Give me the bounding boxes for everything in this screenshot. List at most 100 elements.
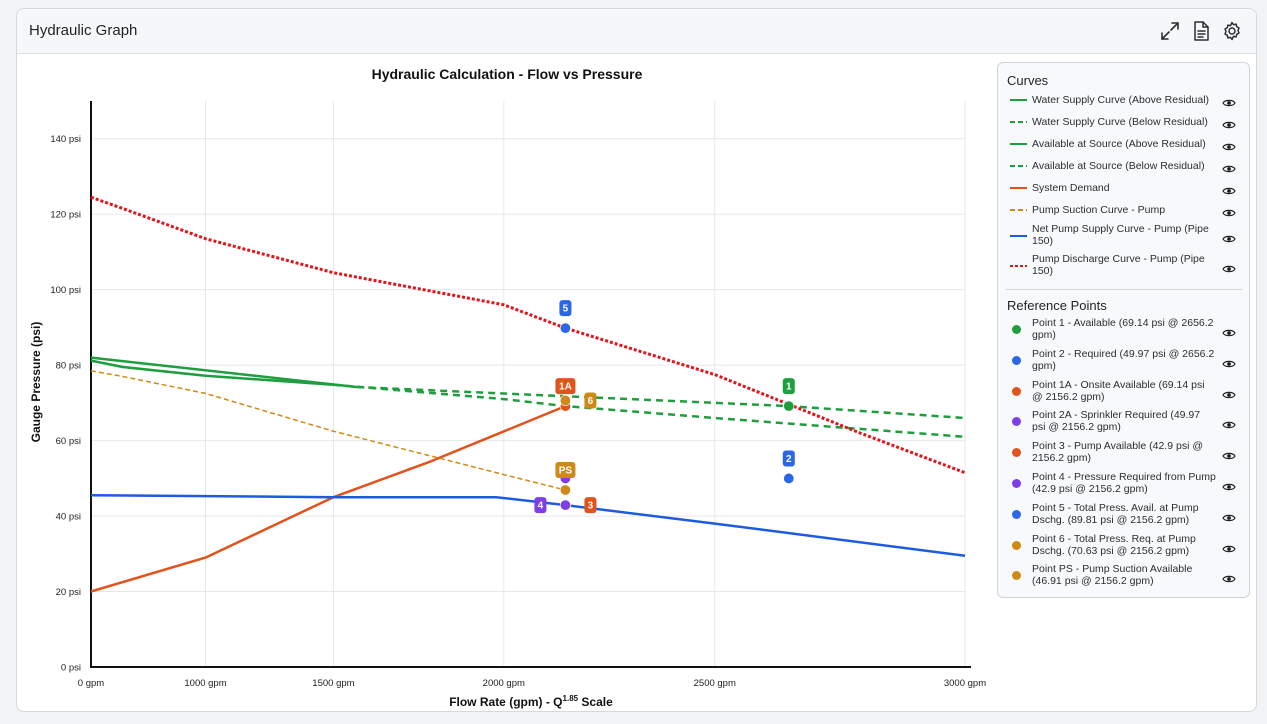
x-axis-label-exponent: 1.85: [563, 694, 579, 703]
point-1a-badge: [555, 378, 576, 395]
y-tick-label: 120 psi: [50, 210, 81, 221]
eye-icon[interactable]: [1222, 356, 1236, 368]
point-6-dot: [559, 394, 571, 406]
legend-point-item[interactable]: Point 6 - Total Press. Req. at Pump Dsch…: [1006, 533, 1242, 559]
legend-point-item[interactable]: Point 1A - Onsite Available (69.14 psi @…: [1006, 379, 1242, 405]
point-5-dot: [559, 322, 571, 334]
legend-point-label: Point 2 - Required (49.97 psi @ 2656.2 g…: [1032, 347, 1215, 372]
x-axis-label-main: Flow Rate (gpm) - Q: [449, 695, 562, 709]
eye-icon[interactable]: [1222, 139, 1236, 151]
x-tick-label: 3000 gpm: [944, 678, 986, 689]
legend-curve-label: Pump Suction Curve - Pump: [1032, 204, 1166, 216]
legend-point-dot: [1012, 479, 1021, 488]
legend-curve-label: Available at Source (Above Residual): [1032, 138, 1206, 150]
legend-panel: Curves Water Supply Curve (Above Residua…: [997, 62, 1250, 598]
legend-curve-item[interactable]: Water Supply Curve (Above Residual): [1006, 93, 1242, 107]
point-2-badge: [782, 450, 795, 467]
legend-line-swatch: [1010, 187, 1027, 189]
eye-icon[interactable]: [1222, 325, 1236, 337]
legend-point-item[interactable]: Point 2 - Required (49.97 psi @ 2656.2 g…: [1006, 348, 1242, 374]
point-2-label: 2: [786, 454, 792, 465]
eye-icon[interactable]: [1222, 510, 1236, 522]
legend-line-swatch: [1010, 235, 1027, 237]
legend-point-label: Point PS - Pump Suction Available (46.91…: [1032, 563, 1193, 588]
y-tick-label: 60 psi: [56, 436, 81, 447]
legend-curve-item[interactable]: Available at Source (Above Residual): [1006, 137, 1242, 151]
legend-line-swatch: [1010, 143, 1027, 145]
legend-line-swatch: [1010, 99, 1027, 101]
point-5-label: 5: [563, 304, 569, 315]
legend-point-label: Point 5 - Total Press. Avail. at Pump Ds…: [1032, 501, 1199, 526]
point-4-badge: [534, 497, 547, 514]
legend-curve-item[interactable]: System Demand: [1006, 181, 1242, 195]
legend-point-label: Point 6 - Total Press. Req. at Pump Dsch…: [1032, 532, 1196, 557]
y-tick-label: 0 psi: [61, 663, 81, 674]
eye-icon[interactable]: [1222, 95, 1236, 107]
curves-heading: Curves: [1007, 73, 1049, 88]
eye-icon[interactable]: [1222, 571, 1236, 583]
legend-curve-item[interactable]: Pump Discharge Curve - Pump (Pipe 150): [1006, 253, 1242, 279]
point-ps-dot: [559, 484, 571, 496]
legend-point-dot: [1012, 355, 1021, 365]
eye-icon[interactable]: [1222, 541, 1236, 552]
legend-line-swatch: [1010, 165, 1027, 167]
legend-curve-item[interactable]: Pump Suction Curve - Pump: [1006, 203, 1242, 217]
eye-icon[interactable]: [1222, 231, 1236, 243]
point-2-dot: [783, 472, 795, 484]
legend-point-item[interactable]: Point 2A - Sprinkler Required (49.97 psi…: [1006, 409, 1242, 435]
gear-icon[interactable]: [1221, 20, 1243, 42]
eye-icon[interactable]: [1222, 183, 1236, 195]
x-tick-label: 1500 gpm: [312, 678, 354, 689]
hydraulic-chart: Hydraulic Calculation - Flow vs Pressure…: [29, 66, 986, 709]
series-available-at-source-below-residual: [333, 383, 966, 439]
chart-title: Hydraulic Calculation - Flow vs Pressure: [372, 66, 643, 82]
series-pump-discharge-curve-pump-pipe-150: [90, 195, 966, 475]
document-icon[interactable]: [1190, 20, 1212, 42]
expand-icon[interactable]: [1159, 20, 1181, 42]
legend-point-dot: [1012, 386, 1021, 396]
y-tick-label: 20 psi: [56, 587, 81, 598]
eye-icon[interactable]: [1222, 387, 1236, 398]
eye-icon[interactable]: [1222, 205, 1236, 217]
point-1a-label: 1A: [559, 382, 572, 393]
legend-point-dot: [1012, 509, 1021, 519]
legend-point-label: Point 1A - Onsite Available (69.14 psi @…: [1032, 378, 1205, 403]
point-4-label: 4: [538, 501, 544, 512]
legend-curve-item[interactable]: Water Supply Curve (Below Residual): [1006, 115, 1242, 129]
eye-icon[interactable]: [1222, 117, 1236, 129]
legend-point-item[interactable]: Point 4 - Pressure Required from Pump (4…: [1006, 471, 1242, 497]
legend-curve-label: Pump Discharge Curve - Pump (Pipe 150): [1032, 253, 1205, 277]
legend-divider: [1006, 289, 1242, 290]
legend-point-item[interactable]: Point 3 - Pump Available (42.9 psi @ 215…: [1006, 440, 1242, 466]
eye-icon[interactable]: [1222, 479, 1236, 491]
reference-points-heading: Reference Points: [1007, 298, 1107, 313]
eye-icon[interactable]: [1222, 161, 1236, 173]
legend-curve-item[interactable]: Net Pump Supply Curve - Pump (Pipe 150): [1006, 223, 1242, 249]
legend-point-item[interactable]: Point 5 - Total Press. Avail. at Pump Ds…: [1006, 502, 1242, 528]
y-tick-label: 40 psi: [56, 512, 81, 523]
series-pump-suction-curve-pump: [90, 370, 566, 491]
legend-curve-label: Water Supply Curve (Above Residual): [1032, 94, 1210, 106]
point-ps-badge: [555, 461, 576, 478]
legend-curve-label: Available at Source (Below Residual): [1032, 160, 1205, 172]
legend-point-dot: [1012, 571, 1021, 581]
eye-icon[interactable]: [1222, 417, 1236, 429]
point-6-badge: [584, 392, 597, 409]
panel-header: Hydraulic Graph: [17, 9, 1256, 54]
hydraulic-graph-panel: Hydraulic Graph Hydraulic Calculation - …: [16, 8, 1257, 712]
point-ps-label: PS: [559, 465, 573, 476]
legend-point-dot: [1012, 325, 1021, 334]
legend-point-item[interactable]: Point 1 - Available (69.14 psi @ 2656.2 …: [1006, 317, 1242, 343]
legend-point-dot: [1012, 540, 1021, 550]
legend-curve-item[interactable]: Available at Source (Below Residual): [1006, 159, 1242, 173]
x-axis-label: Flow Rate (gpm) - Q1.85 Scale: [449, 694, 613, 709]
series-system-demand: [90, 404, 566, 593]
legend-point-dot: [1012, 448, 1021, 458]
series-net-pump-supply-curve-pump-pipe-150: [90, 494, 966, 557]
eye-icon[interactable]: [1222, 448, 1236, 460]
panel-title: Hydraulic Graph: [29, 22, 138, 39]
eye-icon[interactable]: [1222, 261, 1236, 273]
x-axis-label-suffix: Scale: [578, 695, 613, 709]
legend-point-item[interactable]: Point PS - Pump Suction Available (46.91…: [1006, 563, 1242, 589]
point-1-dot: [783, 400, 795, 412]
